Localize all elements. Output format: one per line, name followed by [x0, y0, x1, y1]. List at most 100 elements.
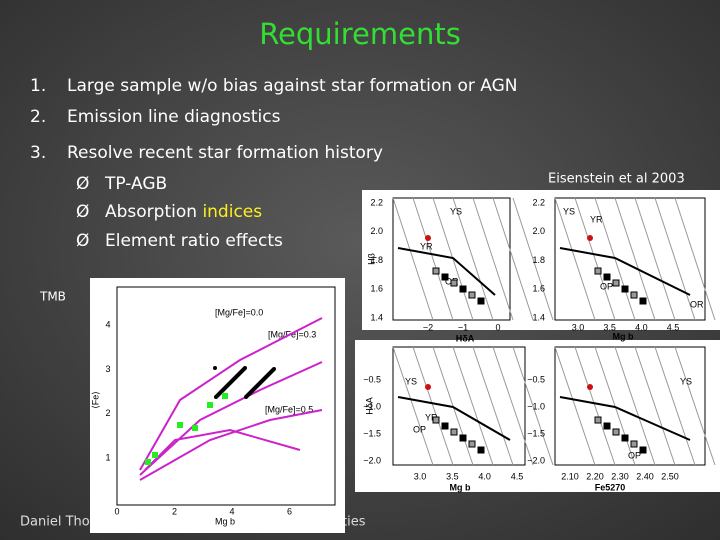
sample-marker	[468, 291, 476, 299]
sample-marker	[594, 416, 602, 424]
red-marker	[587, 384, 593, 390]
model-grid	[614, 346, 656, 466]
y-tick-label: −0.5	[527, 374, 545, 384]
sample-dot	[217, 392, 221, 396]
y-tick-label: −1.0	[527, 401, 545, 411]
sample-marker	[612, 428, 620, 436]
x-tick-label: 4.5	[511, 471, 524, 481]
subitem-text: TP-AGB	[104, 174, 167, 194]
y-tick-label: 2.2	[370, 197, 383, 207]
y-tick-label: 1.8	[532, 255, 545, 265]
bullet: Ø	[76, 231, 89, 251]
model-curve	[139, 317, 323, 471]
model-grid	[412, 346, 454, 466]
curve-label: [Mg/Fe]=0.5	[265, 404, 313, 414]
region-label: YS	[405, 376, 417, 386]
figure-frame	[90, 278, 345, 533]
y-tick-label: 2.0	[370, 226, 383, 236]
green-marker	[222, 393, 228, 399]
sample-marker	[612, 279, 620, 287]
red-marker	[587, 235, 593, 241]
sample-marker	[621, 434, 629, 442]
item-number: 1.	[30, 76, 46, 96]
model-grid	[452, 197, 494, 321]
plot-area	[116, 286, 336, 506]
y-axis-label: HδA	[364, 397, 374, 415]
model-grid	[512, 346, 554, 466]
region-label: OP	[413, 424, 426, 434]
sample-dot	[213, 366, 217, 370]
bullet: Ø	[76, 202, 89, 222]
model-track	[397, 247, 496, 296]
model-grid	[554, 197, 596, 321]
figure-caption: TMB	[39, 290, 66, 304]
sample-marker	[468, 440, 476, 448]
region-label: OR	[690, 299, 704, 309]
sample-marker	[621, 285, 629, 293]
region-label: YS	[563, 206, 575, 216]
y-tick-label: 2	[105, 408, 110, 418]
x-tick-label: 6	[287, 506, 292, 516]
plot-area	[392, 346, 526, 466]
figure-caption: Eisenstein et al 2003	[548, 172, 685, 187]
y-tick-label: −1.0	[363, 401, 381, 411]
model-track	[559, 247, 691, 296]
y-tick-label: 2.2	[532, 197, 545, 207]
subitem-text: Element ratio effects	[105, 231, 283, 251]
red-marker	[425, 384, 431, 390]
sample-marker	[639, 446, 647, 454]
plot-area	[392, 197, 511, 321]
x-tick-label: 2.30	[611, 471, 629, 481]
sample-marker	[450, 428, 458, 436]
x-tick-label: 4.5	[667, 322, 680, 332]
model-grid	[472, 346, 514, 466]
x-tick-label: 2	[172, 506, 177, 516]
region-label: YS	[450, 206, 462, 216]
y-tick-label: −0.5	[363, 374, 381, 384]
x-tick-label: 2.10	[561, 471, 579, 481]
subitem-text: TP-AGB	[104, 174, 167, 194]
green-marker	[192, 425, 198, 431]
item-text: Emission line diagnostics	[67, 107, 281, 127]
y-tick-label: 1.4	[532, 312, 545, 322]
region-label: YR	[425, 412, 438, 422]
model-grid	[614, 197, 656, 321]
sample-dot	[231, 378, 235, 382]
y-tick-label: 1.6	[532, 284, 545, 294]
sample-dot	[268, 371, 272, 375]
region-label: YS	[680, 376, 692, 386]
green-marker	[177, 422, 183, 428]
sample-marker	[459, 434, 467, 442]
model-track	[397, 396, 511, 441]
sample-marker	[441, 422, 449, 430]
y-tick-label: 1.4	[370, 312, 383, 322]
sample-marker	[630, 440, 638, 448]
x-tick-label: 4.0	[635, 322, 648, 332]
sample-dot	[249, 390, 253, 394]
footer: ties	[342, 515, 366, 530]
x-tick-label: 4	[229, 506, 234, 516]
subitem-text: Absorption indices	[105, 202, 262, 222]
model-grid	[492, 346, 534, 466]
region-label: YR	[590, 214, 603, 224]
model-grid	[392, 346, 434, 466]
model-grid	[674, 346, 716, 466]
model-grid	[392, 197, 434, 321]
x-axis-label: Fe5270	[595, 482, 626, 492]
green-marker	[152, 452, 158, 458]
sample-marker	[432, 416, 440, 424]
model-grid	[554, 346, 596, 466]
model-grid	[452, 346, 494, 466]
region-label: OP	[628, 450, 641, 460]
model-grid	[674, 197, 716, 321]
curve-label: [Mg/Fe]=0.0	[215, 307, 263, 317]
model-track	[559, 396, 691, 441]
model-grid	[574, 346, 616, 466]
y-axis-label: ⟨Fe⟩	[90, 391, 100, 409]
x-tick-label: 2.40	[636, 471, 654, 481]
x-tick-label: 3.5	[603, 322, 616, 332]
plot-area	[554, 346, 706, 466]
model-grid	[412, 197, 454, 321]
model-grid	[492, 197, 534, 321]
